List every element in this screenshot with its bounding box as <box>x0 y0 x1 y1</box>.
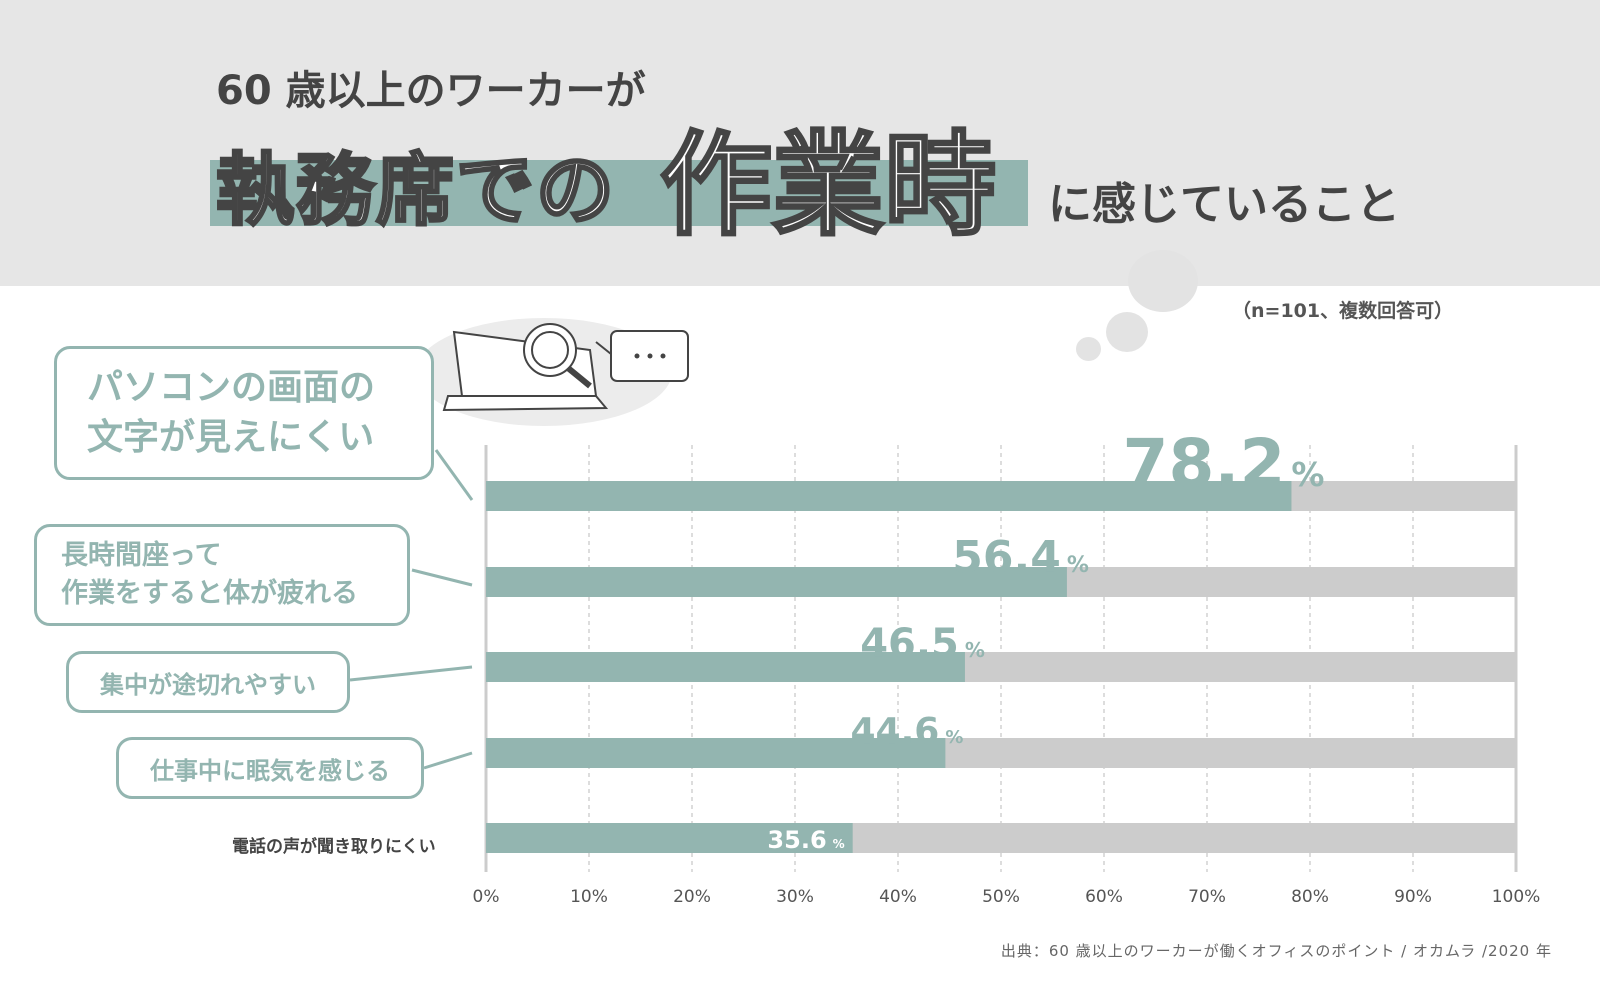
x-tick-label: 10% <box>570 887 608 907</box>
category-label-2: 集中が途切れやすい <box>66 651 350 713</box>
x-tick-label: 20% <box>673 887 711 907</box>
title-highlight2: 作業時 <box>659 120 998 253</box>
callout-leader <box>349 665 473 682</box>
bar <box>486 823 853 853</box>
category-label-line: 仕事中に眠気を感じる <box>150 756 390 785</box>
bar <box>486 567 1067 597</box>
bar <box>486 652 965 682</box>
category-label-line: パソコンの画面の <box>87 367 376 408</box>
thought-bubble <box>1076 337 1101 361</box>
x-tick-label: 30% <box>776 887 814 907</box>
category-label-line: 文字が見えにくい <box>87 417 375 458</box>
bar <box>486 738 946 768</box>
bar <box>486 481 1292 511</box>
x-tick-label: 40% <box>879 887 917 907</box>
title-highlight1: 執務席での <box>214 145 617 238</box>
x-tick-label: 100% <box>1492 887 1541 907</box>
source-text: 出典：60 歳以上のワーカーが働くオフィスのポイント / オカムラ /2020 … <box>1000 942 1552 960</box>
category-label-line: 長時間座って <box>61 540 222 571</box>
category-label-0: パソコンの画面の 文字が見えにくい <box>54 346 434 480</box>
x-tick-label: 90% <box>1394 887 1432 907</box>
value-label: 56.4% <box>952 532 1089 583</box>
title-tail: に感じていること <box>1048 179 1400 230</box>
category-label-4: 電話の声が聞き取りにくい <box>232 837 436 857</box>
x-tick-label: 50% <box>982 887 1020 907</box>
x-tick-label: 70% <box>1188 887 1226 907</box>
category-label-line: 作業をすると体が疲れる <box>61 578 358 609</box>
category-label-1: 長時間座って 作業をすると体が疲れる <box>34 524 410 626</box>
thought-bubble <box>1106 312 1148 352</box>
callout-leader <box>434 449 474 501</box>
title-line1: 60 歳以上のワーカーが <box>216 68 646 114</box>
value-label: 46.5% <box>860 621 985 667</box>
category-label-line: 集中が途切れやすい <box>100 670 316 699</box>
value-label: 78.2% <box>1123 425 1325 502</box>
x-tick-label: 0% <box>473 887 500 907</box>
sample-note: （n=101、複数回答可） <box>1232 300 1454 322</box>
thought-bubble <box>1128 250 1198 312</box>
category-label-3: 仕事中に眠気を感じる <box>116 737 424 799</box>
title-highlight-band <box>210 160 1028 226</box>
value-label: 44.6% <box>851 711 964 752</box>
callout-leader <box>423 751 473 770</box>
x-tick-label: 60% <box>1085 887 1123 907</box>
header <box>0 0 1600 286</box>
x-tick-label: 80% <box>1291 887 1329 907</box>
callout-leader <box>411 568 473 587</box>
